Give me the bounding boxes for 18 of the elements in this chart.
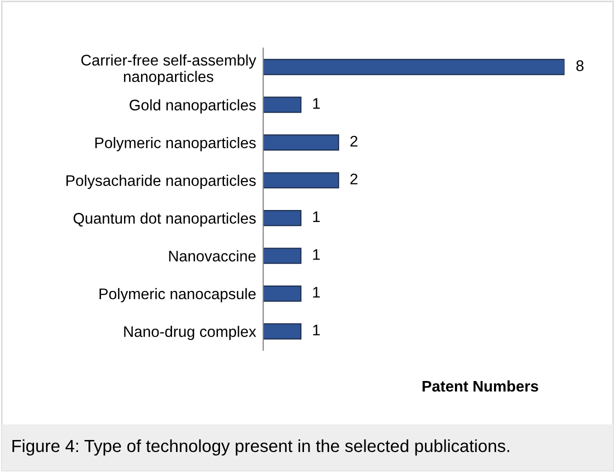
x-axis-title: Patent Numbers [422, 380, 538, 392]
y-tick-label: Nanovaccine [169, 250, 256, 262]
caption: Figure 4: Type of technology present in the selected publications. [12, 439, 510, 456]
data-label: 8 [576, 60, 584, 72]
data-label: 1 [313, 212, 320, 222]
data-label: 2 [350, 136, 358, 146]
y-tick-label: Nano-drug complex [124, 326, 256, 340]
y-tick-label: Polymeric nanoparticles [95, 137, 256, 152]
data-label: 2 [350, 174, 358, 184]
y-tick-label: Quantum dot nanoparticles [74, 212, 256, 227]
data-label: 1 [313, 324, 320, 336]
y-tick-label: Polysacharide nanoparticles [66, 174, 256, 190]
data-label: 1 [313, 98, 320, 109]
data-label: 1 [313, 287, 320, 298]
y-tick-label: Carrier-free self-assembly nanoparticles [81, 54, 256, 86]
data-label: 1 [313, 249, 320, 260]
y-tick-label: Polymeric nanocapsule [100, 288, 256, 302]
y-tick-label: Gold nanoparticles [130, 99, 256, 114]
